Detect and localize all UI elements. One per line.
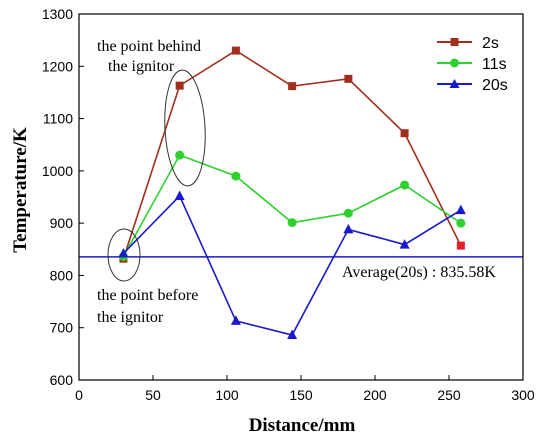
series-2s — [119, 46, 465, 263]
legend-marker-20s — [449, 79, 460, 88]
x-tick-label-100: 100 — [215, 387, 239, 403]
point-2s-5 — [400, 129, 409, 138]
series-20s — [118, 190, 466, 340]
legend-label-20s: 20s — [482, 77, 508, 94]
x-tick-label-200: 200 — [363, 387, 387, 403]
x-tick-label-300: 300 — [511, 387, 535, 403]
legend-marker-11s — [450, 58, 459, 68]
axis-ticks: 0 50 100 150 200 250 300 600 700 800 900 1000 1100 12… — [42, 6, 535, 403]
point-11s-6 — [456, 218, 466, 228]
point-11s-3 — [287, 218, 297, 228]
plot-frame — [78, 13, 524, 381]
annotation-ellipse-before — [107, 228, 141, 282]
point-2s-6 — [456, 241, 465, 250]
annotation-behind-line1: the point behind — [97, 38, 201, 55]
x-axis-title: Distance/mm — [249, 415, 356, 436]
legend-label-2s: 2s — [482, 35, 499, 52]
point-20s-4 — [343, 223, 354, 234]
point-20s-3 — [287, 329, 298, 340]
series-group — [118, 46, 466, 340]
y-tick-label-800: 800 — [50, 267, 74, 283]
point-20s-0 — [118, 247, 129, 258]
y-tick-label-1200: 1200 — [42, 58, 73, 74]
annotation-before-line2: the ignitor — [97, 309, 164, 326]
point-20s-5 — [399, 239, 410, 249]
point-11s-2 — [231, 171, 241, 181]
annotation-before-line1: the point before — [97, 287, 198, 304]
y-tick-label-1000: 1000 — [42, 163, 73, 179]
point-20s-6 — [455, 204, 466, 215]
point-11s-1 — [175, 150, 185, 160]
point-2s-2 — [231, 46, 240, 55]
legend-item-2s: 2s — [437, 35, 499, 52]
x-tick-label-0: 0 — [75, 387, 83, 403]
point-20s-1 — [174, 190, 185, 200]
x-tick-label-50: 50 — [145, 387, 161, 403]
point-2s-4 — [344, 74, 353, 83]
annotation-behind-line2: the ignitor — [108, 58, 175, 75]
x-tick-label-150: 150 — [289, 387, 313, 403]
series-line-2s — [122, 49, 462, 259]
y-tick-label-600: 600 — [50, 372, 74, 388]
point-2s-1 — [175, 81, 184, 90]
legend-item-11s: 11s — [437, 56, 507, 73]
y-tick-label-900: 900 — [50, 215, 74, 231]
y-tick-label-700: 700 — [50, 320, 74, 336]
x-tick-label-250: 250 — [437, 387, 461, 403]
point-20s-2 — [230, 315, 241, 325]
legend-marker-2s — [450, 38, 459, 46]
annotation-ellipse-behind — [164, 69, 206, 187]
legend-item-20s: 20s — [437, 77, 508, 94]
y-axis-title: Temperature/K — [10, 127, 31, 253]
point-11s-4 — [343, 208, 353, 218]
legend: 2s 11s 20s — [437, 35, 508, 94]
point-2s-3 — [288, 82, 297, 91]
reference-line-label: Average(20s) : 835.58K — [342, 264, 496, 281]
y-tick-label-1300: 1300 — [42, 6, 73, 22]
legend-label-11s: 11s — [482, 56, 507, 73]
point-11s-5 — [400, 180, 410, 190]
y-tick-label-1100: 1100 — [43, 111, 73, 127]
